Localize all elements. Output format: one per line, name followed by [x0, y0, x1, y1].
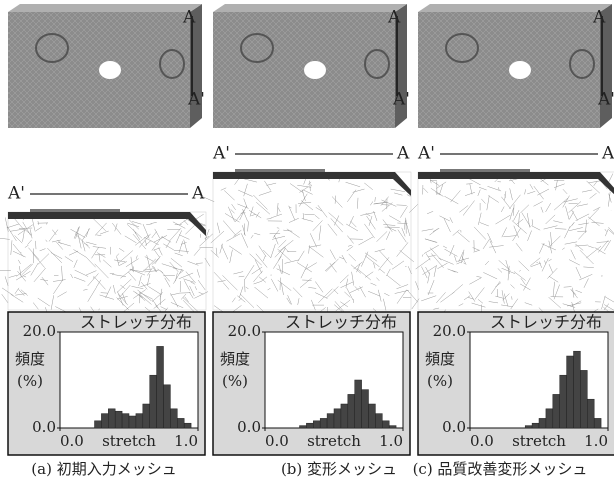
section-bg: [213, 172, 411, 310]
x-tick-label: 0.0: [60, 432, 84, 450]
bar: [348, 394, 355, 428]
mesh-top: [213, 4, 407, 12]
y-axis-label: 頻度: [425, 350, 455, 368]
bar: [101, 414, 108, 428]
bar: [369, 404, 376, 428]
bar: [580, 370, 587, 428]
bar: [553, 394, 560, 428]
bar: [115, 411, 122, 428]
y-axis-label: 頻度: [15, 350, 45, 368]
x-tick-label: 0.0: [265, 432, 289, 450]
section-rib: [235, 169, 325, 172]
x-axis-label: stretch: [102, 432, 156, 450]
section-rib: [30, 209, 120, 212]
bar: [546, 409, 553, 428]
bar: [136, 414, 143, 428]
section-label: A': [212, 144, 230, 164]
mesh-top: [8, 4, 202, 12]
mesh-label: A': [392, 90, 410, 110]
section-rib: [440, 169, 530, 172]
caption: (a) 初期入力メッシュ: [31, 460, 176, 478]
mesh-top: [418, 4, 612, 12]
mesh-label: A: [182, 8, 196, 28]
mesh-hole: [304, 61, 326, 79]
bar: [362, 390, 369, 428]
bar: [539, 418, 546, 428]
bar: [560, 375, 567, 428]
bar: [129, 416, 136, 428]
bar: [567, 356, 574, 428]
bar: [300, 426, 307, 428]
mesh-label: A': [187, 90, 205, 110]
chart-title: ストレッチ分布: [80, 313, 192, 332]
section-label: A: [396, 144, 410, 164]
chart-title: ストレッチ分布: [490, 313, 602, 332]
y-tick-label: 0.0: [442, 418, 466, 436]
section-bg: [418, 172, 614, 310]
y-axis-label: (%): [222, 372, 248, 390]
bar: [525, 426, 532, 428]
bar: [532, 423, 539, 428]
section-label: A': [7, 184, 25, 204]
section-label: A': [417, 144, 435, 164]
bar: [327, 414, 334, 428]
y-tick-label: 20.0: [228, 322, 261, 340]
caption: (c) 品質改善変形メッシュ: [413, 460, 588, 478]
y-axis-label: 頻度: [220, 350, 250, 368]
bar: [375, 414, 382, 428]
y-tick-label: 0.0: [32, 418, 56, 436]
bar: [122, 414, 129, 428]
y-tick-label: 20.0: [23, 322, 56, 340]
bar: [108, 409, 115, 428]
mesh-label: A: [387, 8, 401, 28]
chart-title: ストレッチ分布: [285, 313, 397, 332]
bar: [184, 423, 191, 428]
bar: [95, 421, 102, 428]
section-label: A: [601, 144, 614, 164]
y-axis-label: (%): [17, 372, 43, 390]
caption: (b) 変形メッシュ: [281, 460, 397, 478]
x-tick-label: 1.0: [584, 432, 608, 450]
x-tick-label: 1.0: [379, 432, 403, 450]
bar: [587, 399, 594, 428]
section-label: A: [191, 184, 205, 204]
mesh-label: A': [597, 90, 614, 110]
bar: [313, 421, 320, 428]
x-axis-label: stretch: [307, 432, 361, 450]
bar: [574, 351, 581, 428]
y-tick-label: 20.0: [433, 322, 466, 340]
x-tick-label: 1.0: [174, 432, 198, 450]
bar: [334, 409, 341, 428]
bar: [150, 375, 157, 428]
bar: [382, 421, 389, 428]
bar: [170, 409, 177, 428]
bar: [177, 418, 184, 428]
y-axis-label: (%): [427, 372, 453, 390]
bar: [320, 418, 327, 428]
bar: [306, 423, 313, 428]
bar: [594, 418, 601, 428]
mesh-label: A: [592, 8, 606, 28]
bar: [355, 380, 362, 428]
figure: A A' A' A ストレッチ分布頻度 (%) 0.0 20.0 0.0 1.0 stretch (a…: [0, 0, 614, 484]
mesh-hole: [99, 61, 121, 79]
mesh-hole: [509, 61, 531, 79]
bar: [143, 404, 150, 428]
y-tick-label: 0.0: [237, 418, 261, 436]
bar: [341, 404, 348, 428]
x-axis-label: stretch: [512, 432, 566, 450]
x-tick-label: 0.0: [470, 432, 494, 450]
bar: [389, 426, 396, 428]
bar: [164, 385, 171, 428]
bar: [157, 346, 164, 428]
